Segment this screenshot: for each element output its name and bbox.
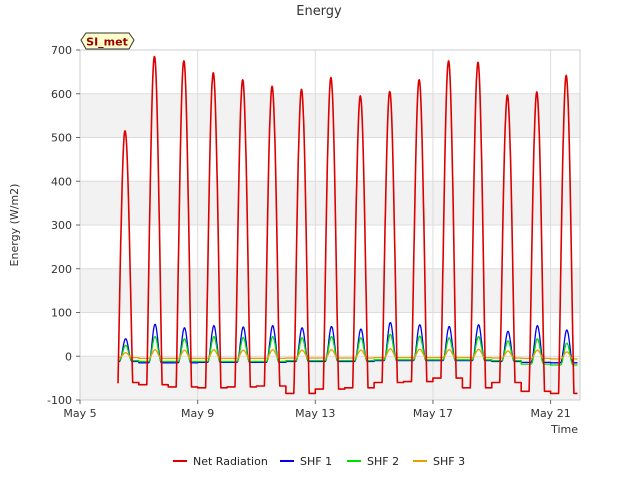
x-axis-label: Time [550, 423, 578, 436]
y-axis-ticks: -100 0 100 200 300 400 500 600 700 [47, 44, 80, 407]
x-tick-label: May 17 [413, 407, 453, 420]
legend-label: SHF 3 [433, 455, 465, 468]
plot-band [80, 356, 580, 400]
x-tick-label: May 13 [295, 407, 335, 420]
x-tick-label: May 9 [181, 407, 214, 420]
plot-background [80, 93, 580, 400]
series-line-shf-3 [117, 348, 578, 360]
y-tick-label: 300 [51, 219, 72, 232]
legend-label: SHF 2 [367, 455, 399, 468]
chart-title: Energy [296, 4, 342, 19]
legend-item: SHF 2 [347, 455, 399, 468]
y-tick-label: 100 [51, 307, 72, 320]
y-tick-label: 0 [65, 350, 72, 363]
legend: Net Radiation SHF 1 SHF 2 SHF 3 [173, 455, 465, 468]
legend-label: SHF 1 [300, 455, 332, 468]
x-tick-label: May 21 [530, 407, 570, 420]
legend-item: SHF 1 [280, 455, 332, 468]
plot-band [80, 268, 580, 313]
plot-band [80, 93, 580, 138]
legend-label: Net Radiation [193, 455, 268, 468]
y-tick-label: 700 [51, 44, 72, 57]
badge-label: SI_met [86, 36, 128, 49]
y-tick-label: 200 [51, 263, 72, 276]
y-tick-label: 400 [51, 175, 72, 188]
legend-item: SHF 3 [413, 455, 465, 468]
station-badge: SI_met [80, 32, 135, 50]
series-line-net-radiation [117, 55, 578, 395]
y-tick-label: 500 [51, 132, 72, 145]
legend-item: Net Radiation [173, 455, 268, 468]
series-line-shf-1 [117, 321, 578, 364]
badge-shape [80, 32, 135, 50]
y-tick-label: -100 [47, 394, 72, 407]
x-axis-ticks: May 5 May 9 May 13 May 17 May 21 [63, 400, 571, 420]
y-tick-label: 600 [51, 88, 72, 101]
y-axis-label: Energy (W/m2) [8, 184, 21, 267]
series-line-shf-2 [117, 333, 578, 366]
plot-band [80, 181, 580, 225]
series-lines [117, 55, 578, 395]
x-tick-label: May 5 [63, 407, 96, 420]
